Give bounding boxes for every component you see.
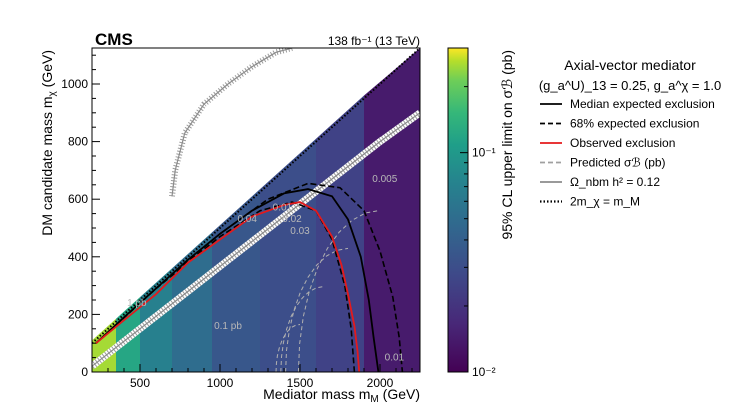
colorbar-ticks: 10⁻¹ 10⁻² (460, 47, 496, 379)
legend-label-1: 68% expected exclusion (570, 117, 699, 131)
y-axis-title-sub: χ (47, 90, 58, 96)
x-tick-label-0: 500 (130, 376, 150, 390)
legend-title-line2: (g_a^U)_13 = 0.25, g_a^χ = 1.0 (539, 78, 721, 93)
x-tick-label-3: 2000 (367, 376, 394, 390)
y-tick-label-4: 800 (68, 135, 88, 149)
relic-upper-line (171, 48, 293, 197)
contour-label-5: 0.1 pb (214, 321, 242, 332)
x-axis-title-sub: M (370, 394, 378, 405)
y-tick-label-1: 200 (68, 307, 88, 321)
median-expected-exclusion (95, 188, 380, 372)
heatmap-cell-3 (172, 232, 212, 372)
experiment-label: CMS (95, 30, 133, 49)
legend-label-4: Ω_nbm h² = 0.12 (570, 175, 660, 189)
plot-frame (91, 47, 421, 373)
luminosity-label: 138 fb⁻¹ (13 TeV) (328, 34, 420, 48)
contour-label-2: 0.02 (282, 214, 302, 225)
legend-label-0: Median expected exclusion (570, 97, 715, 111)
relic-upper-bg (169, 48, 293, 197)
contour-label-7: 1 pb (127, 298, 147, 309)
y-axis-title: DM candidate mass mχ (GeV) (39, 50, 58, 236)
heatmap-cell-6 (316, 95, 364, 372)
y-tick-label-0: 0 (81, 365, 88, 379)
x-axis-title-main: Mediator mass m (263, 386, 370, 402)
heatmap-area (92, 48, 420, 372)
contour-label-6: 0.01 (385, 352, 405, 363)
observed-exclusion (95, 201, 361, 372)
x-axis-title: Mediator mass mM (GeV) (263, 386, 420, 405)
relic-band-line (92, 112, 420, 367)
legend-label-5: 2m_χ = m_M (570, 195, 640, 209)
colorbar-title: 95% CL upper limit on σℬ (pb) (499, 50, 515, 240)
contour-label-3: 0.03 (290, 226, 310, 237)
x-axis: 500 1000 1500 2000 (107, 364, 413, 390)
x-tick-label-2: 1500 (287, 376, 314, 390)
contour-label-4: 0.04 (237, 214, 257, 225)
predicted-contour-1 (280, 286, 325, 372)
colorbar-tick-label-0: 10⁻¹ (472, 146, 496, 160)
colorbar (447, 47, 469, 373)
contour-label-0: 0.005 (372, 174, 397, 185)
colorbar-tick-label-1: 10⁻² (472, 365, 496, 379)
legend-label-2: Observed exclusion (570, 136, 675, 150)
y-tick-label-5: 1000 (61, 77, 88, 91)
curves-layer (92, 48, 420, 372)
legend: Axial-vector mediator (g_a^U)_13 = 0.25,… (539, 57, 721, 209)
y-tick-label-3: 600 (68, 192, 88, 206)
x-axis-title-unit: (GeV) (379, 386, 420, 402)
heatmap-cell-7 (364, 48, 420, 372)
x-tick-label-1: 1000 (207, 376, 234, 390)
legend-title-line1: Axial-vector mediator (564, 57, 696, 73)
y-axis-title-unit: (GeV) (39, 50, 55, 91)
y-tick-label-2: 400 (68, 250, 88, 264)
kinematic-diagonal (92, 48, 420, 344)
legend-label-3: Predicted σℬ (pb) (570, 156, 666, 170)
y-axis: 0 200 400 600 800 1000 (61, 54, 100, 379)
contour-label-1: 0.01 (273, 203, 293, 214)
predicted-contour-0 (275, 324, 301, 372)
y-axis-title-main: DM candidate mass m (39, 96, 55, 235)
